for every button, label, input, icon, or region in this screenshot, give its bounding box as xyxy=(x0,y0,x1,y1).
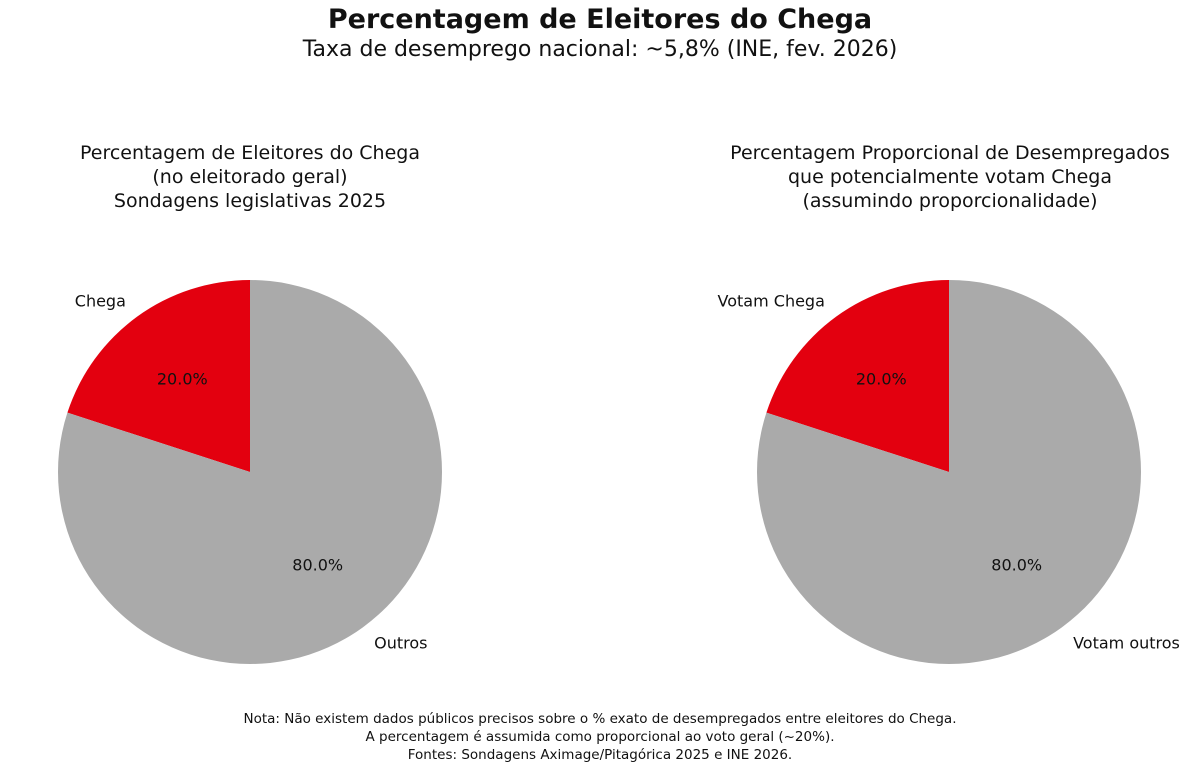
page-title: Percentagem de Eleitores do Chega xyxy=(327,4,873,35)
right-chart-title-line: (assumindo proporcionalidade) xyxy=(802,190,1098,212)
footnote: Nota: Não existem dados públicos preciso… xyxy=(0,710,1200,764)
right-chart-title: Percentagem Proporcional de Desempregado… xyxy=(670,141,1200,213)
right-chart-title-line: Percentagem Proporcional de Desempregado… xyxy=(730,142,1170,164)
left-pie-pct-label: 20.0% xyxy=(157,369,208,388)
right-pie-category-label: Votam outros xyxy=(1073,633,1180,652)
left-pie-slice-outros xyxy=(58,280,443,664)
right-pie-category-label: Votam Chega xyxy=(718,292,825,311)
right-pie-slice-votam-chega xyxy=(766,280,949,472)
page-subtitle: Taxa de desemprego nacional: ~5,8% (INE,… xyxy=(302,37,898,62)
footnote-line: A percentagem é assumida como proporcion… xyxy=(365,729,835,745)
left-chart-title-line: (no eleitorado geral) xyxy=(152,166,348,188)
right-pie-pct-label: 20.0% xyxy=(856,369,907,388)
left-pie-slice-chega xyxy=(67,280,251,472)
right-pie-pct-label: 80.0% xyxy=(991,556,1042,575)
left-chart-title-line: Sondagens legislativas 2025 xyxy=(113,190,387,212)
footnote-line: Nota: Não existem dados públicos preciso… xyxy=(243,711,957,727)
footnote-line: Fontes: Sondagens Aximage/Pitagórica 202… xyxy=(407,747,793,763)
left-pie-pct-label: 80.0% xyxy=(292,556,343,575)
right-chart-title-line: que potencialmente votam Chega xyxy=(788,166,1112,188)
left-pie-category-label: Chega xyxy=(75,292,126,311)
left-chart-title-line: Percentagem de Eleitores do Chega xyxy=(80,142,420,164)
left-chart-title: Percentagem de Eleitores do Chega (no el… xyxy=(0,141,530,213)
left-pie-category-label: Outros xyxy=(374,633,427,652)
right-pie-slice-votam-outros xyxy=(757,279,1142,665)
